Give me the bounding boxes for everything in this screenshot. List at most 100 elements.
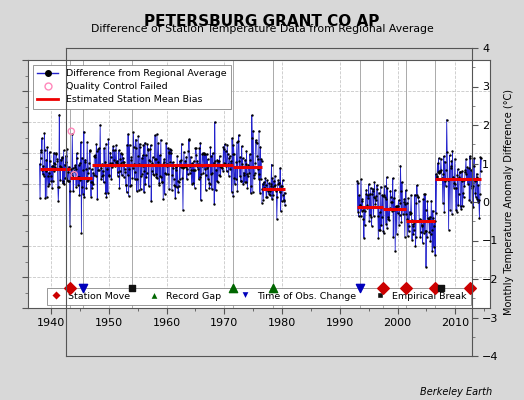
Point xyxy=(100,190,108,196)
Point xyxy=(444,215,453,222)
Point xyxy=(277,328,286,334)
Point xyxy=(438,203,446,210)
Point xyxy=(241,142,249,148)
Point xyxy=(124,175,133,182)
Point xyxy=(111,215,119,222)
Point xyxy=(183,177,192,183)
Point xyxy=(460,166,468,173)
Point xyxy=(150,214,158,220)
Point xyxy=(194,201,202,208)
Point xyxy=(355,220,363,226)
Point xyxy=(260,185,269,191)
Point xyxy=(136,157,144,163)
Point xyxy=(141,203,150,210)
Point xyxy=(457,219,466,226)
Point xyxy=(385,227,393,233)
Point xyxy=(268,198,276,205)
Point xyxy=(168,170,177,177)
Point xyxy=(416,260,424,267)
Point xyxy=(181,211,190,217)
Point xyxy=(102,177,111,184)
Point xyxy=(230,164,238,170)
Point xyxy=(249,152,257,158)
Point xyxy=(91,167,100,173)
Point xyxy=(418,251,427,257)
Point xyxy=(354,232,363,238)
Point xyxy=(368,200,376,207)
Point xyxy=(205,173,214,180)
Point xyxy=(121,166,129,172)
Point xyxy=(216,161,224,167)
Point xyxy=(111,134,119,140)
Point xyxy=(254,203,263,210)
Point xyxy=(130,180,139,187)
Point xyxy=(183,174,191,181)
Point xyxy=(193,209,202,215)
Point xyxy=(122,158,130,164)
Point xyxy=(202,187,210,193)
Point xyxy=(191,216,199,222)
Point xyxy=(174,190,183,196)
Point xyxy=(249,174,258,180)
Point xyxy=(269,204,277,211)
Point xyxy=(142,182,150,189)
Point xyxy=(379,229,388,235)
Point xyxy=(367,219,376,226)
Point xyxy=(351,195,359,201)
Point xyxy=(427,186,435,193)
Point xyxy=(358,212,367,218)
Point xyxy=(233,153,242,159)
Point xyxy=(129,210,138,216)
Point xyxy=(139,151,147,157)
Point xyxy=(95,192,104,198)
Point xyxy=(396,250,405,257)
Point xyxy=(152,169,160,175)
Point xyxy=(420,234,429,241)
Point xyxy=(233,182,241,188)
Point xyxy=(213,148,221,154)
Point xyxy=(242,214,250,221)
Point xyxy=(443,226,452,233)
Point xyxy=(145,166,154,173)
Point xyxy=(433,178,441,185)
Point xyxy=(428,196,436,202)
Point xyxy=(148,209,156,216)
Point xyxy=(266,153,274,159)
Point xyxy=(392,217,400,224)
Point xyxy=(82,204,91,210)
Point xyxy=(104,167,113,173)
Point xyxy=(186,156,194,162)
Point xyxy=(135,173,143,179)
Point xyxy=(143,161,151,167)
Point xyxy=(174,137,183,143)
Point xyxy=(364,211,372,218)
Point xyxy=(196,178,205,184)
Point xyxy=(441,184,450,190)
Point xyxy=(285,194,293,201)
Point xyxy=(433,170,442,176)
Point xyxy=(222,153,230,160)
Point xyxy=(192,164,201,170)
Point xyxy=(102,183,110,190)
Point xyxy=(168,202,176,208)
Point xyxy=(361,199,369,206)
Point xyxy=(232,176,240,183)
Point xyxy=(96,194,104,200)
Point xyxy=(112,168,120,175)
Point xyxy=(180,174,188,181)
Point xyxy=(235,158,244,164)
Point xyxy=(237,162,245,168)
Point xyxy=(124,154,132,161)
Point xyxy=(398,212,407,219)
Point xyxy=(270,192,278,198)
Point xyxy=(109,203,117,209)
Point xyxy=(108,259,117,266)
Point xyxy=(383,216,391,222)
Point xyxy=(161,166,170,173)
Point xyxy=(376,218,384,224)
Point xyxy=(196,178,204,184)
Point xyxy=(248,166,256,172)
Point xyxy=(412,264,420,271)
Point xyxy=(166,150,174,156)
Point xyxy=(383,231,391,237)
